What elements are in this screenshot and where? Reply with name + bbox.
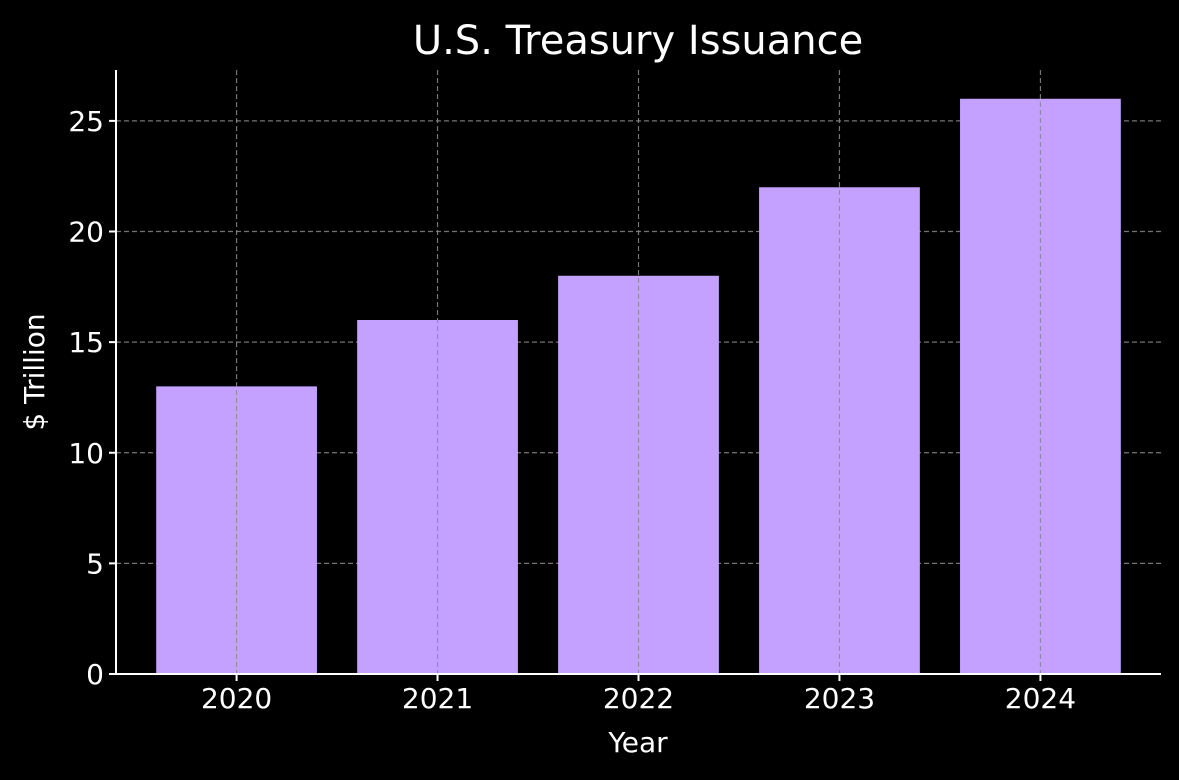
y-tick-label: 10 <box>68 437 104 470</box>
y-tick-label: 0 <box>86 658 104 691</box>
x-ticks: 2020 2021 2022 2023 2024 <box>201 674 1076 715</box>
x-tick-label-2021: 2021 <box>402 682 473 715</box>
x-gridlines-overlay <box>235 70 1042 674</box>
x-tick-label-2023: 2023 <box>804 682 875 715</box>
y-axis-label: $ Trillion <box>18 313 51 430</box>
x-axis-label: Year <box>607 726 668 759</box>
chart-title: U.S. Treasury Issuance <box>413 18 863 64</box>
y-tick-label: 5 <box>86 547 104 580</box>
y-tick-label: 20 <box>68 216 104 249</box>
x-tick-label-2020: 2020 <box>201 682 272 715</box>
y-tick-label: 25 <box>68 105 104 138</box>
x-tick-label-2022: 2022 <box>603 682 674 715</box>
x-tick-label-2024: 2024 <box>1005 682 1076 715</box>
y-tick-label: 15 <box>68 326 104 359</box>
y-ticks: 0 5 10 15 20 25 <box>68 105 116 691</box>
